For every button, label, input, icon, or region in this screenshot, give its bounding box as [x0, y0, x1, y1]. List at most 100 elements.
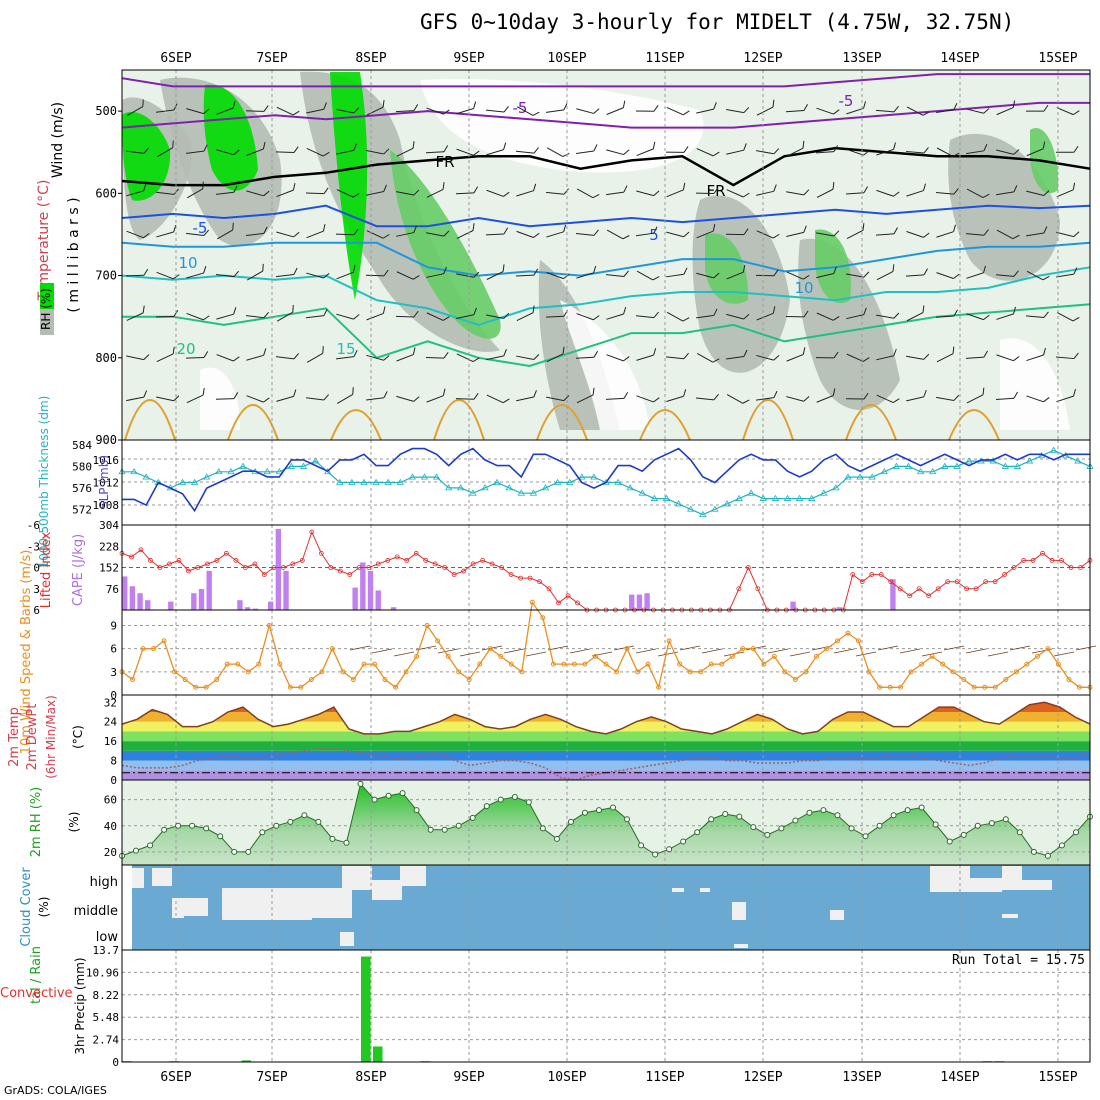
wind-speed-point: [982, 684, 988, 690]
surface-wind-barb: [701, 648, 723, 654]
wind-barb-shaft: [455, 398, 475, 400]
wind-barb-feather: [1073, 145, 1079, 153]
wind-barb-shaft: [696, 148, 714, 157]
slp-tick-1016: 1016: [93, 454, 120, 467]
wind-barb-shaft: [666, 106, 684, 116]
wind-barb-feather: [563, 395, 570, 401]
rh2m-point: [455, 822, 462, 829]
lifted-index-point: [271, 565, 277, 570]
wind-barb-feather: [593, 265, 597, 274]
wind-barb-feather: [1043, 311, 1049, 318]
wind-barb: [365, 269, 389, 277]
pressure-tick-800: 800: [95, 351, 117, 365]
wind-barb-feather: [323, 187, 329, 194]
wind-barb-feather: [623, 149, 630, 155]
rh2m-point: [848, 825, 855, 832]
wind-barb-feather: [863, 271, 870, 278]
wind-barb-feather: [893, 348, 897, 356]
wind-barb-shaft: [156, 147, 174, 158]
wind-barb: [846, 223, 865, 239]
wind-barb-shaft: [996, 229, 1014, 240]
li-axis-label: Lifted Index: [39, 531, 54, 608]
wind-speed-point: [561, 661, 567, 667]
cape-bar: [206, 570, 212, 610]
wind-barb-shaft: [216, 313, 234, 320]
wind-barb: [906, 106, 930, 116]
wind-barb: [425, 351, 449, 359]
wind-speed-point: [803, 669, 809, 675]
wind-barb: [1056, 267, 1078, 278]
wind-barb-feather: [233, 392, 239, 399]
wind-barb: [726, 189, 750, 198]
wind-speed-point: [508, 661, 514, 667]
wind-axis-label: Wind (m/s): [50, 102, 66, 178]
wind-barb: [546, 346, 565, 363]
wind-barb-shaft: [306, 147, 324, 157]
wind-barb: [426, 388, 446, 403]
wind-barb: [396, 271, 420, 280]
temp-band: [122, 712, 1090, 722]
cloud-unit-label: (%): [37, 897, 51, 918]
slp-axis-label: SLP (mb): [97, 455, 111, 509]
wind-barb-shaft: [996, 354, 1014, 362]
wind-barb-feather: [142, 305, 145, 313]
wind-barb-shaft: [905, 274, 925, 277]
wind-barb-shaft: [965, 233, 985, 236]
isotherm-bump: [845, 404, 897, 441]
wind-barb-shaft: [786, 231, 804, 237]
wind-barb-shaft: [366, 312, 384, 321]
wind-barb-feather: [503, 191, 510, 197]
wind-barb: [575, 350, 599, 359]
wind-barb-shaft: [756, 190, 774, 196]
rh2m-point: [932, 821, 939, 828]
wind-speed-point: [614, 669, 620, 675]
lifted-index-point: [176, 558, 182, 563]
wind-barb-feather: [532, 305, 535, 313]
wind-barb: [366, 354, 390, 361]
wind-barb-feather: [473, 271, 480, 278]
wind-speed-point: [203, 684, 209, 690]
wind-barb-feather: [743, 107, 750, 114]
lifted-index-point: [167, 561, 172, 567]
cape-bar: [198, 589, 205, 610]
wind-barb: [606, 100, 626, 115]
wind-barb: [546, 224, 567, 238]
thickness-axis-label: 1000-500mb Thickness (dm): [37, 396, 51, 569]
wind-barb-feather: [652, 276, 660, 281]
cloud-clear-cell: [172, 898, 184, 918]
date-label-top-12SEP: 12SEP: [743, 51, 782, 66]
wind-barb: [966, 108, 990, 114]
wind-barb: [126, 99, 144, 117]
wind-barb-feather: [263, 397, 270, 403]
wind-barb-shaft: [426, 273, 444, 278]
thickness-point: [287, 462, 296, 469]
thickness-point: [553, 478, 562, 485]
wind-barb-feather: [683, 267, 688, 275]
wind-barb-shaft: [396, 232, 414, 237]
wind-barb: [305, 187, 329, 195]
wind-barb: [1056, 145, 1079, 153]
wind-barb-feather: [923, 232, 930, 238]
wind-barb-shaft: [486, 314, 504, 319]
wind-barb: [396, 225, 417, 237]
cape-tick-76: 76: [106, 583, 119, 596]
wind-speed-point: [1024, 661, 1030, 667]
wind-speed-point: [1066, 677, 1072, 683]
wind-speed-point: [161, 638, 167, 644]
wind-barb: [516, 230, 540, 238]
isotherm-bump: [536, 404, 588, 441]
wind-tick-0: 0: [110, 689, 117, 702]
wind-barb-shaft: [666, 231, 684, 238]
lifted-index-point: [992, 579, 998, 585]
thickness-point: [650, 494, 659, 501]
wind-barb-feather: [923, 268, 928, 276]
wind-barb: [576, 387, 595, 404]
temp-unit-label: (°C): [71, 725, 85, 749]
wind-barb-shaft: [876, 271, 894, 281]
wind-barb-shaft: [396, 191, 414, 196]
wind-barb-shaft: [606, 107, 624, 115]
wind-barb-feather: [263, 311, 270, 319]
wind-barb-feather: [593, 108, 600, 114]
wind-barb-shaft: [756, 230, 774, 239]
wind-barb-shaft: [936, 147, 954, 157]
